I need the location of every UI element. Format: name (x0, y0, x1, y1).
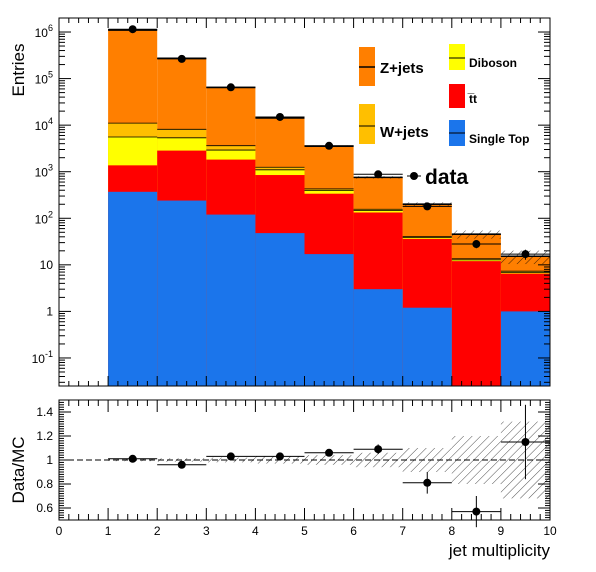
data-point-5 (325, 141, 334, 150)
y-tick-label-3: 103 (35, 163, 53, 180)
bar-single-top-bin-5 (304, 254, 354, 386)
legend-entry-data: data (407, 166, 469, 189)
x-tick-label-10: 10 (543, 524, 557, 538)
data-point-7 (423, 202, 432, 211)
x-tick-label-6: 6 (350, 524, 357, 538)
ratio-y-tick-label-1: 1 (46, 453, 53, 467)
legend-label-wjets: W+jets (380, 124, 429, 141)
bar-single-top-bin-3 (206, 214, 256, 386)
y-tick-label-0: 1 (46, 304, 53, 318)
legend-data-marker (410, 172, 418, 180)
y-tick-label-4: 104 (35, 116, 53, 133)
ratio-point-5 (325, 448, 334, 457)
bar-single-top-bin-1 (108, 191, 158, 386)
x-tick-label-5: 5 (301, 524, 308, 538)
bar-single-top-bin-2 (157, 200, 207, 386)
stack-uncertainty-bin-8 (451, 230, 501, 239)
legend-swatch-ttbar (449, 84, 465, 108)
x-tick-label-7: 7 (399, 524, 406, 538)
data-point-9 (521, 250, 530, 259)
x-tick-label-9: 9 (498, 524, 505, 538)
legend-entry-ttbar: t̅t (449, 84, 477, 108)
bar-single-top-bin-7 (402, 307, 452, 386)
outline-diboson (108, 136, 550, 273)
legend: Z+jets W+jets Diboson t̅t Single Top (359, 44, 529, 189)
legend-entry-singletop: Single Top (449, 120, 529, 146)
bar-single-top-bin-9 (500, 311, 550, 386)
data-point-4 (275, 112, 284, 121)
data-point-3 (226, 83, 235, 92)
ratio-points (108, 404, 550, 528)
ratio-panel-axes: 0.6 0.8 1 1.2 1.4 0 1 2 3 4 5 6 7 8 9 10 (36, 399, 557, 538)
ratio-point-8 (472, 507, 481, 516)
data-point-8 (472, 240, 481, 249)
y-tick-label-6: 106 (35, 23, 53, 40)
ratio-y-tick-label-0.8: 0.8 (36, 477, 53, 491)
y-tick-label-1: 10 (40, 258, 54, 272)
legend-label-ttbar: t̅t (467, 92, 477, 106)
legend-entry-zjets: Z+jets (359, 47, 424, 86)
legend-label-singletop: Single Top (469, 132, 529, 146)
legend-swatch-wjets (359, 104, 375, 144)
ratio-point-4 (275, 452, 284, 461)
bar-single-top-bin-6 (353, 289, 403, 386)
x-tick-label-0: 0 (56, 524, 63, 538)
ratio-panel: 0.6 0.8 1 1.2 1.4 0 1 2 3 4 5 6 7 8 9 10 Data/MC jet mu… (9, 399, 557, 560)
y-tick-label-5: 105 (35, 70, 53, 87)
ratio-y-tick-label-1.4: 1.4 (36, 405, 53, 419)
legend-label-zjets: Z+jets (380, 60, 424, 77)
ratio-point-1 (128, 454, 137, 463)
y-tick-label-2: 102 (35, 209, 53, 226)
ratio-point-7 (423, 478, 432, 487)
data-point-2 (177, 54, 186, 63)
x-tick-label-3: 3 (203, 524, 210, 538)
legend-entry-diboson: Diboson (449, 44, 517, 70)
bar-t-t-bin-8 (451, 261, 501, 386)
outline-w-jets (108, 122, 550, 272)
data-points (108, 25, 550, 260)
bar-single-top-bin-4 (255, 233, 305, 386)
legend-label-data: data (425, 166, 469, 189)
ratio-point-6 (374, 445, 383, 454)
x-tick-label-8: 8 (448, 524, 455, 538)
legend-label-diboson: Diboson (469, 56, 517, 70)
data-point-1 (128, 25, 137, 34)
ratio-y-tick-label-1.2: 1.2 (36, 429, 53, 443)
x-axis-title: jet multiplicity (448, 541, 551, 560)
ratio-y-tick-label-0.6: 0.6 (36, 501, 53, 515)
stacked-histogram (108, 29, 550, 386)
data-point-6 (374, 170, 383, 179)
legend-swatch-diboson (449, 44, 465, 70)
x-tick-label-4: 4 (252, 524, 259, 538)
y-tick-label--1: 10-1 (32, 349, 53, 366)
y-axis-title-entries: Entries (9, 44, 28, 97)
ratio-point-2 (177, 460, 186, 469)
ratio-point-3 (226, 452, 235, 461)
ratio-point-9 (521, 438, 530, 446)
x-tick-label-1: 1 (105, 524, 112, 538)
x-tick-label-2: 2 (154, 524, 161, 538)
legend-entry-wjets: W+jets (359, 104, 429, 144)
y-axis-title-ratio: Data/MC (9, 436, 28, 503)
